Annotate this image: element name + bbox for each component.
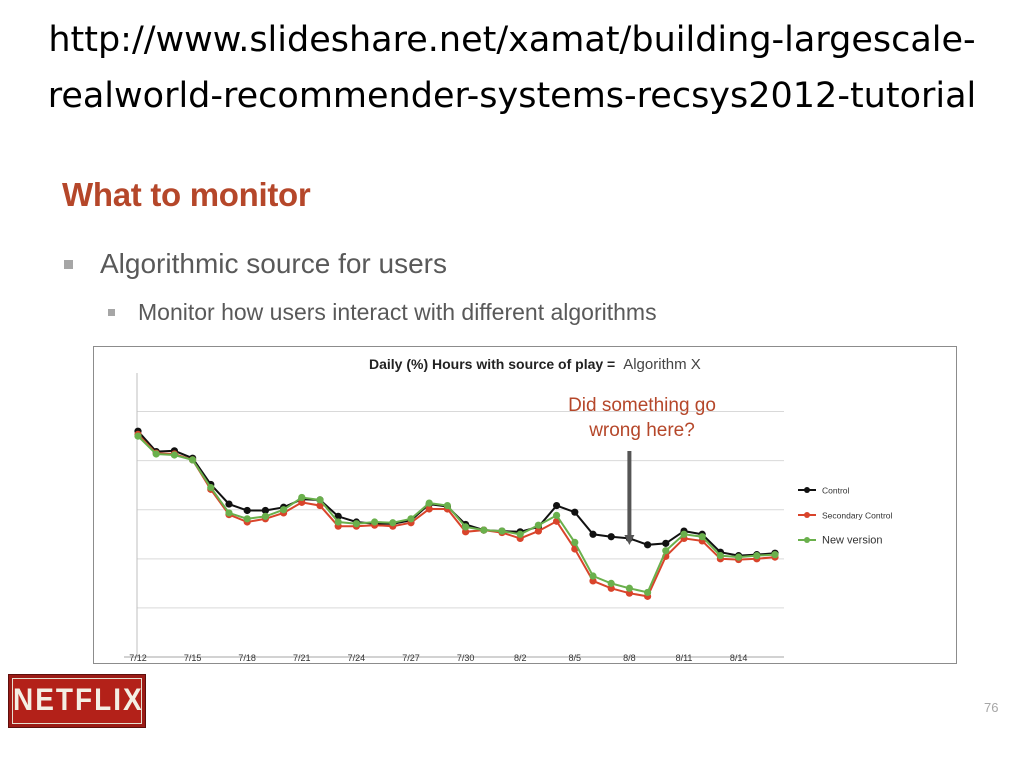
- x-tick-label: 8/5: [569, 653, 582, 663]
- data-point: [644, 541, 652, 549]
- x-tick-label: 7/12: [129, 653, 147, 663]
- bullet-level-1-text: Algorithmic source for users: [100, 248, 448, 279]
- data-point: [352, 520, 360, 528]
- data-point: [334, 512, 342, 520]
- data-point: [207, 484, 215, 492]
- source-url-line-2: realworld-recommender-systems-recsys2012…: [47, 76, 977, 116]
- page-number: 76: [984, 700, 999, 715]
- data-point: [534, 521, 542, 529]
- data-point: [607, 579, 615, 587]
- data-point: [225, 500, 233, 508]
- data-point: [680, 530, 688, 538]
- data-point: [571, 508, 579, 516]
- x-tick-label: 7/15: [184, 653, 202, 663]
- data-point: [425, 505, 433, 513]
- x-tick-label: 7/30: [457, 653, 475, 663]
- data-point: [589, 572, 597, 580]
- chart-title-suffix: Algorithm X: [623, 356, 701, 373]
- data-point: [625, 584, 634, 592]
- data-point: [516, 530, 524, 538]
- data-point: [571, 538, 579, 546]
- data-point: [698, 533, 706, 541]
- series-line: [137, 430, 776, 557]
- data-point: [735, 553, 743, 561]
- x-tick-label: 7/27: [402, 653, 420, 663]
- netflix-logo: NETFLIX: [8, 674, 146, 728]
- x-tick-label: 7/18: [238, 653, 256, 663]
- data-point: [189, 456, 197, 464]
- square-bullet-icon: [108, 309, 115, 316]
- data-point: [553, 511, 561, 519]
- data-point: [134, 432, 142, 440]
- source-url-line-1: http://www.slideshare.net/xamat/building…: [48, 20, 976, 60]
- data-point: [316, 501, 324, 510]
- x-tick-label: 8/2: [514, 653, 527, 663]
- square-bullet-icon: [64, 260, 73, 269]
- data-point: [316, 496, 324, 504]
- annotation-line-1: Did something go: [568, 395, 716, 416]
- annotation-line-2: wrong here?: [589, 420, 695, 441]
- x-tick-label: 8/8: [623, 653, 636, 663]
- data-point: [607, 533, 615, 541]
- data-point: [662, 539, 670, 547]
- chart-annotation: Did something go wrong here?: [530, 393, 754, 443]
- legend-marker: [804, 537, 810, 543]
- data-point: [334, 518, 342, 526]
- data-point: [553, 501, 561, 510]
- line-chart: 7/12 7/15 7/18 7/21 7/24 7/27 7/30 8/2 8/5 8/8 8/1…: [124, 373, 893, 663]
- data-point: [443, 501, 451, 510]
- data-point: [407, 515, 415, 523]
- legend-label: Control: [822, 486, 850, 496]
- data-point: [261, 512, 269, 520]
- legend-marker: [804, 512, 810, 518]
- annotation-arrow-head: [624, 535, 635, 545]
- data-point: [498, 527, 506, 535]
- chart-title-row: Daily (%) Hours with source of play = Alg…: [369, 356, 701, 374]
- data-point: [662, 547, 670, 555]
- data-point: [243, 515, 251, 523]
- legend-label: Secondary Control: [822, 511, 893, 521]
- x-tick-label: 7/24: [348, 653, 366, 663]
- data-point: [589, 530, 597, 538]
- chart-frame: 7/12 7/15 7/18 7/21 7/24 7/27 7/30 8/2 8/5 8/8 8/1…: [93, 346, 957, 664]
- data-point: [389, 519, 397, 527]
- logo-inner-border: NETFLIX: [12, 678, 142, 724]
- data-point: [225, 509, 233, 517]
- data-point: [280, 506, 288, 514]
- legend-marker: [804, 487, 810, 493]
- x-tick-label: 7/21: [293, 653, 311, 663]
- data-point: [753, 552, 761, 560]
- slide-title: What to monitor: [62, 176, 311, 213]
- x-tick-label: 8/11: [676, 653, 693, 663]
- data-point: [716, 552, 725, 560]
- data-point: [480, 526, 488, 534]
- data-point: [534, 527, 542, 535]
- data-point: [371, 518, 379, 526]
- data-point: [170, 451, 178, 459]
- data-point: [462, 523, 470, 531]
- data-point: [771, 551, 779, 559]
- x-tick-label: 8/14: [730, 653, 748, 663]
- chart-title: Daily (%) Hours with source of play =: [369, 356, 616, 372]
- logo-text: NETFLIX: [13, 682, 144, 717]
- bullet-level-2-text: Monitor how users interact with differen…: [138, 299, 657, 325]
- data-point: [644, 588, 652, 597]
- legend-label: New version: [822, 535, 883, 547]
- data-point: [261, 506, 269, 515]
- data-point: [298, 493, 306, 502]
- data-point: [425, 499, 433, 507]
- data-point: [152, 450, 160, 458]
- data-point: [243, 506, 251, 515]
